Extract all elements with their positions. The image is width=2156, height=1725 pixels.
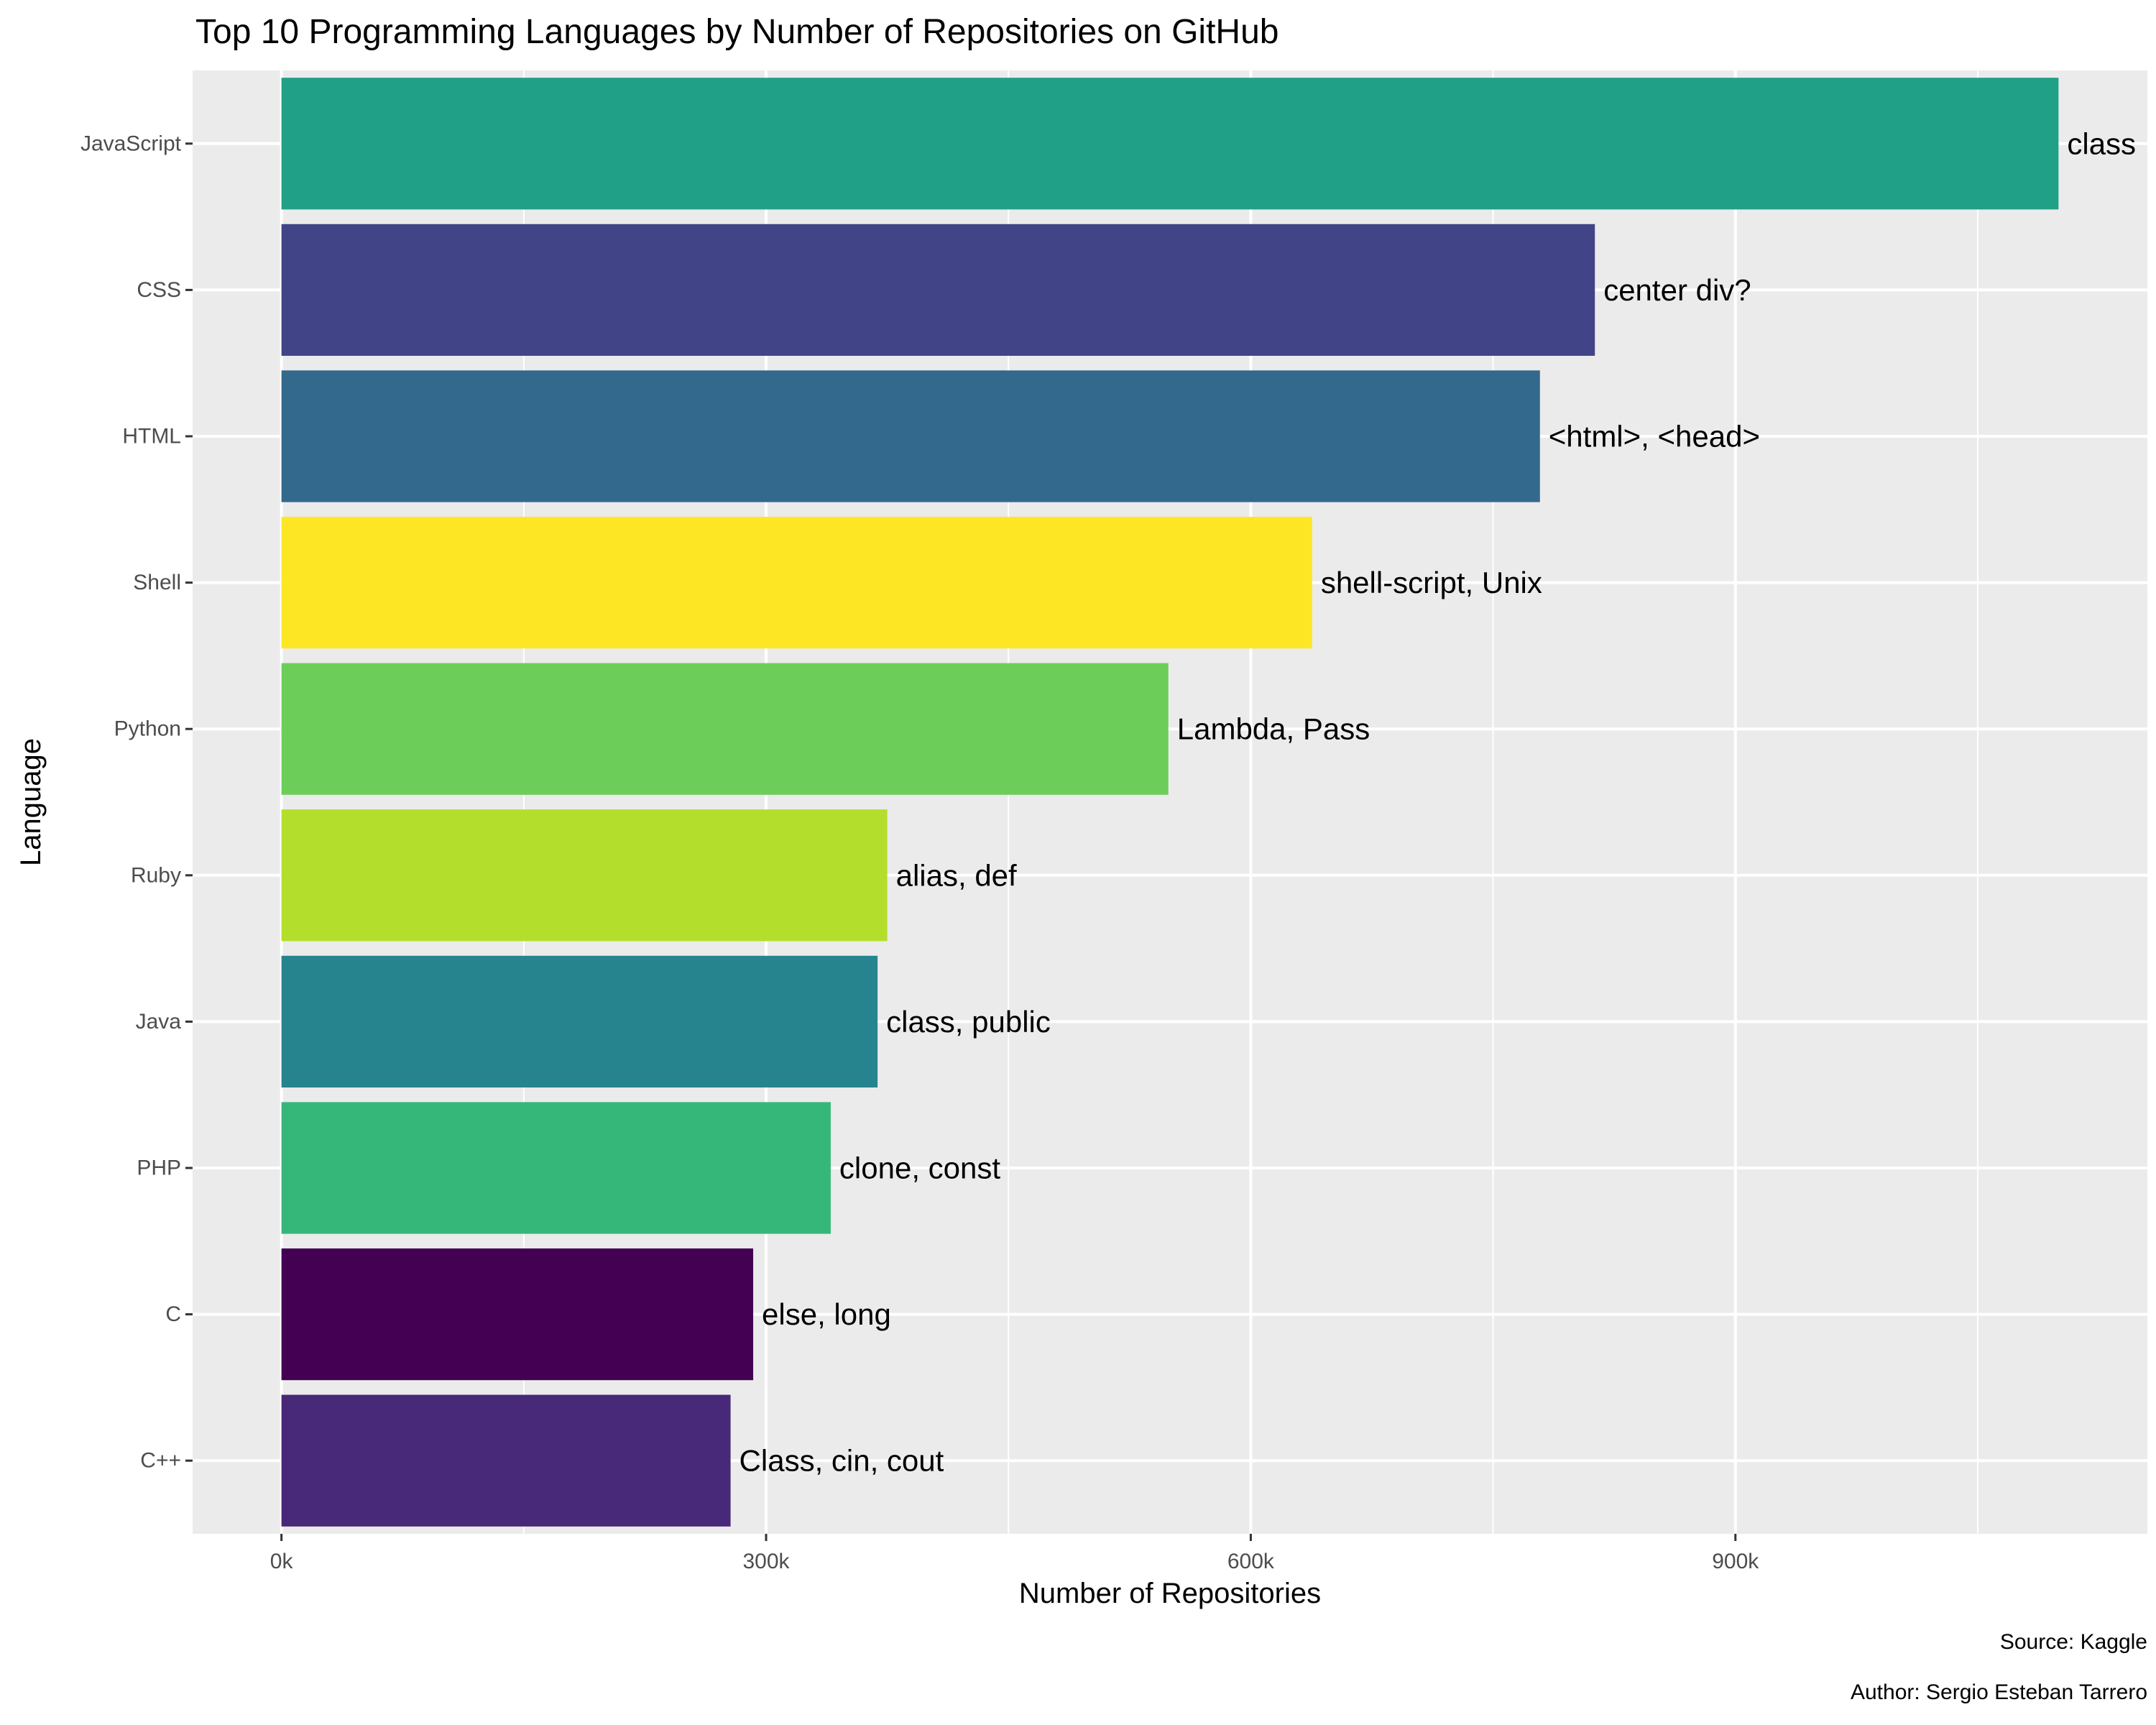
y-axis-title: Language — [15, 738, 47, 866]
chart-title: Top 10 Programming Languages by Number o… — [195, 13, 1279, 51]
y-tick-label: C — [165, 1302, 181, 1326]
bar-label: class, public — [886, 1005, 1051, 1039]
bar-label: Class, cin, cout — [740, 1444, 944, 1478]
bar-label: shell-script, Unix — [1321, 566, 1542, 599]
bar-php — [281, 1102, 831, 1234]
y-tick-label: JavaScript — [80, 132, 182, 155]
y-tick-label: Java — [136, 1010, 182, 1034]
bars — [281, 78, 2059, 1527]
y-tick-label: PHP — [137, 1156, 181, 1180]
bar-shell — [281, 516, 1312, 649]
bar-labels: class center div? <html>, <head> shell-scri… — [740, 126, 2137, 1477]
caption-source: Source: Kaggle — [2000, 1630, 2147, 1654]
x-tick-label: 600k — [1227, 1550, 1275, 1573]
bar-javascript — [281, 78, 2059, 210]
bar-java — [281, 955, 878, 1088]
x-axis: 0k 300k 600k 900k — [270, 1534, 1759, 1573]
bar-label: else, long — [762, 1297, 891, 1331]
bar-label: alias, def — [896, 858, 1017, 892]
bar-label: class — [2067, 126, 2136, 160]
bar-ruby — [281, 809, 888, 942]
x-tick-label: 300k — [742, 1550, 790, 1573]
bar-html — [281, 370, 1540, 502]
x-tick-label: 0k — [270, 1550, 294, 1573]
bar-label: center div? — [1603, 273, 1751, 307]
bar-python — [281, 663, 1169, 795]
y-tick-label: Shell — [133, 571, 181, 594]
y-tick-label: CSS — [137, 278, 181, 302]
y-tick-label: Python — [114, 717, 181, 741]
bar-css — [281, 224, 1595, 356]
bar-label: <html>, <head> — [1549, 420, 1760, 454]
y-tick-label: Ruby — [131, 863, 181, 887]
bar-label: Lambda, Pass — [1177, 712, 1370, 746]
y-tick-label: HTML — [122, 425, 181, 448]
y-axis: JavaScript CSS HTML Shell Python Ruby Java PHP C… — [80, 132, 193, 1473]
x-tick-label: 900k — [1712, 1550, 1759, 1573]
y-tick-label: C++ — [140, 1449, 181, 1473]
bar-c — [281, 1248, 754, 1381]
bar-c- — [281, 1394, 731, 1527]
x-axis-title: Number of Repositories — [1019, 1578, 1321, 1609]
bar-label: clone, const — [839, 1151, 1000, 1185]
caption-author: Author: Sergio Esteban Tarrero — [1851, 1680, 2147, 1704]
